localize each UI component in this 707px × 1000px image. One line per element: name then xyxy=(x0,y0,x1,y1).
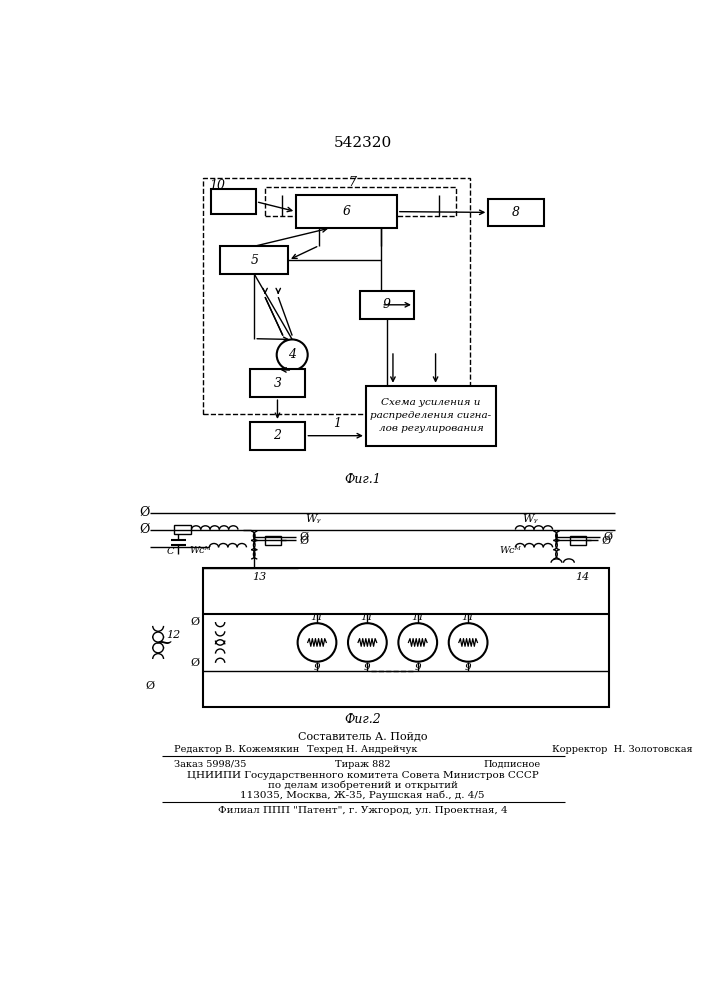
Text: Ø: Ø xyxy=(146,681,155,691)
Text: Ø: Ø xyxy=(139,506,149,519)
Bar xyxy=(265,536,281,545)
Text: 11: 11 xyxy=(310,613,324,622)
Text: 2: 2 xyxy=(274,429,281,442)
Text: 8: 8 xyxy=(512,206,520,219)
Bar xyxy=(220,246,288,274)
Text: 1: 1 xyxy=(333,417,341,430)
Text: ~: ~ xyxy=(155,631,174,653)
Text: Составитель А. Пойдо: Составитель А. Пойдо xyxy=(298,731,428,741)
Text: Ø: Ø xyxy=(139,523,149,536)
Bar xyxy=(489,199,544,226)
Text: 11: 11 xyxy=(361,613,374,622)
Text: Схема усиления и: Схема усиления и xyxy=(381,398,481,407)
Text: Подписное: Подписное xyxy=(484,760,541,769)
Text: 3: 3 xyxy=(274,377,281,390)
Text: Ø: Ø xyxy=(299,535,308,545)
Bar xyxy=(250,422,305,450)
Text: Ø: Ø xyxy=(603,532,612,542)
Text: 10: 10 xyxy=(209,179,225,192)
Text: распределения сигна-: распределения сигна- xyxy=(370,411,491,420)
Text: 9: 9 xyxy=(464,663,472,672)
Text: лов регулирования: лов регулирования xyxy=(378,424,484,433)
Text: Фиг.2: Фиг.2 xyxy=(344,713,381,726)
Bar xyxy=(203,568,609,707)
Bar xyxy=(174,525,191,534)
Bar xyxy=(203,178,470,414)
Bar xyxy=(366,386,496,446)
Text: Корректор  Н. Золотовская: Корректор Н. Золотовская xyxy=(552,745,692,754)
Text: Wᴄᴹ: Wᴄᴹ xyxy=(499,546,521,555)
Text: Wᵧ: Wᵧ xyxy=(305,514,321,524)
Text: Ø: Ø xyxy=(299,532,308,542)
Text: 9: 9 xyxy=(364,663,370,672)
Bar xyxy=(211,189,256,214)
Text: ЦНИИПИ Государственного комитета Совета Министров СССР: ЦНИИПИ Государственного комитета Совета … xyxy=(187,771,539,780)
Text: по делам изобретений и открытий: по делам изобретений и открытий xyxy=(268,781,457,790)
Text: Тираж 882: Тираж 882 xyxy=(335,760,390,769)
Text: Редактор В. Кожемякин: Редактор В. Кожемякин xyxy=(174,745,299,754)
Text: 7: 7 xyxy=(349,176,356,189)
Text: 9: 9 xyxy=(414,663,421,672)
Text: Заказ 5998/35: Заказ 5998/35 xyxy=(174,760,246,769)
Bar xyxy=(250,369,305,397)
Text: Техред Н. Андрейчук: Техред Н. Андрейчук xyxy=(308,745,418,754)
Text: Wᵧ: Wᵧ xyxy=(522,514,538,524)
Text: 542320: 542320 xyxy=(334,136,392,150)
Text: Фиг.1: Фиг.1 xyxy=(344,473,381,486)
Text: 11: 11 xyxy=(462,613,474,622)
Bar xyxy=(360,291,414,319)
Text: 13: 13 xyxy=(252,572,266,582)
Text: Ø: Ø xyxy=(191,658,200,668)
Text: 9: 9 xyxy=(314,663,320,672)
Bar xyxy=(571,536,586,545)
Text: Wᴄᴹ: Wᴄᴹ xyxy=(189,546,211,555)
Text: 11: 11 xyxy=(411,613,424,622)
Text: 12: 12 xyxy=(167,630,181,640)
Text: Ø: Ø xyxy=(602,535,611,545)
Text: 5: 5 xyxy=(250,254,258,267)
Text: C: C xyxy=(167,547,175,556)
Bar xyxy=(296,195,397,228)
Text: 4: 4 xyxy=(288,348,296,361)
Text: 14: 14 xyxy=(575,572,590,582)
Text: Филиал ППП "Патент", г. Ужгород, ул. Проектная, 4: Филиал ППП "Патент", г. Ужгород, ул. Про… xyxy=(218,806,508,815)
Bar xyxy=(265,187,456,216)
Text: 9: 9 xyxy=(382,298,391,311)
Text: 6: 6 xyxy=(342,205,351,218)
Text: 113035, Москва, Ж-35, Раушская наб., д. 4/5: 113035, Москва, Ж-35, Раушская наб., д. … xyxy=(240,791,485,800)
Text: Ø: Ø xyxy=(191,617,200,627)
